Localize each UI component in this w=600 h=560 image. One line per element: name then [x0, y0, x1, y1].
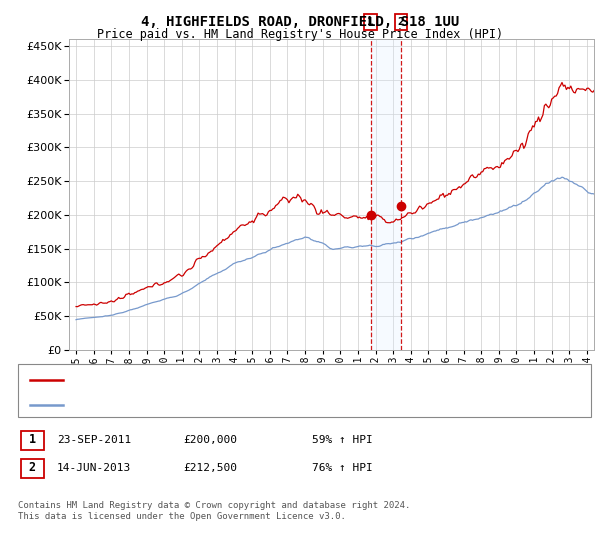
Bar: [371, 39, 401, 350]
Text: 1: 1: [367, 17, 374, 27]
Text: HPI: Average price, semi-detached house, North East Derbyshire: HPI: Average price, semi-detached house,…: [69, 400, 457, 410]
Text: 4, HIGHFIELDS ROAD, DRONFIELD, S18 1UU (semi-detached house): 4, HIGHFIELDS ROAD, DRONFIELD, S18 1UU (…: [69, 375, 444, 385]
Text: 1: 1: [29, 433, 36, 446]
Text: 23-SEP-2011: 23-SEP-2011: [57, 435, 131, 445]
Text: 2: 2: [29, 461, 36, 474]
Text: 4, HIGHFIELDS ROAD, DRONFIELD, S18 1UU: 4, HIGHFIELDS ROAD, DRONFIELD, S18 1UU: [141, 15, 459, 29]
Text: 2: 2: [398, 17, 404, 27]
Text: 76% ↑ HPI: 76% ↑ HPI: [312, 463, 373, 473]
Text: 14-JUN-2013: 14-JUN-2013: [57, 463, 131, 473]
Text: £200,000: £200,000: [183, 435, 237, 445]
Text: Price paid vs. HM Land Registry's House Price Index (HPI): Price paid vs. HM Land Registry's House …: [97, 28, 503, 41]
Text: Contains HM Land Registry data © Crown copyright and database right 2024.
This d: Contains HM Land Registry data © Crown c…: [18, 501, 410, 521]
Text: 59% ↑ HPI: 59% ↑ HPI: [312, 435, 373, 445]
Text: £212,500: £212,500: [183, 463, 237, 473]
